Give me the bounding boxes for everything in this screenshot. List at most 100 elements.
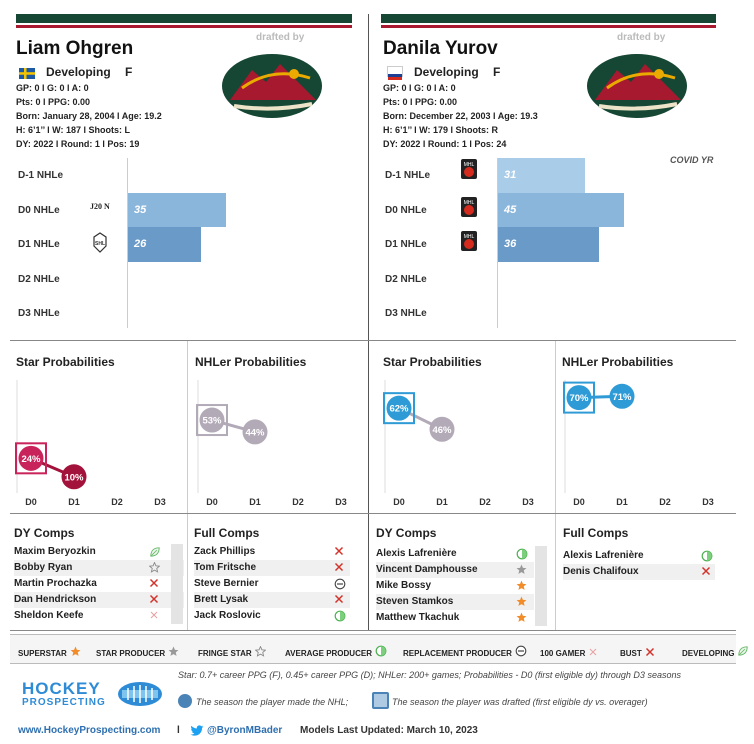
right-stats: GP: 0 l G: 0 l A: 0 Pts: 0 l PPG: 0.00 B…	[383, 81, 538, 151]
mhl-league-icon: MHL	[460, 158, 478, 185]
prob-point	[429, 416, 455, 442]
prob-point	[242, 419, 268, 445]
prob-point	[61, 464, 87, 490]
left-star-title: Star Probabilities	[16, 355, 115, 369]
j20-league-icon: J20 N	[90, 202, 110, 211]
prob-label: 62%	[389, 404, 409, 415]
comp-row: Zack Phillips	[194, 544, 350, 560]
developing-icon	[737, 644, 749, 662]
right-full-comps-title: Full Comps	[563, 526, 629, 540]
models-updated: Models Last Updated: March 10, 2023	[300, 725, 478, 736]
comp-name: Alexis Lafrenière	[376, 548, 457, 559]
legend-label: BUST	[620, 648, 642, 658]
superstar-icon	[516, 612, 527, 629]
bust-icon	[334, 594, 344, 610]
scrollbar[interactable]	[535, 546, 547, 626]
average-icon	[375, 644, 387, 662]
starproducer-icon	[516, 564, 527, 581]
rink-logo-icon	[116, 680, 164, 713]
fringe-icon	[148, 561, 161, 579]
comp-row: Denis Chalifoux	[563, 564, 715, 580]
nhle-row-label: D1 NHLe	[18, 239, 60, 250]
comp-name: Zack Phillips	[194, 546, 256, 557]
prob-label: 10%	[64, 472, 84, 483]
nhle-row-label: D3 NHLe	[385, 308, 427, 319]
right-drafted-by: drafted by	[617, 32, 666, 43]
comp-name: Martin Prochazka	[14, 578, 97, 589]
comp-name: Vincent Damphousse	[376, 564, 478, 575]
nhle-row-label: D2 NHLe	[385, 273, 427, 285]
average-icon	[334, 610, 346, 628]
prob-label: 46%	[432, 425, 452, 436]
comp-name: Dan Hendrickson	[14, 594, 97, 605]
right-dy-comps-title: DY Comps	[376, 526, 437, 540]
prob-axis-label: D2	[479, 497, 491, 507]
stat-line: GP: 0 l G: 0 l A: 0	[16, 83, 89, 93]
site-link[interactable]: www.HockeyProspecting.com	[18, 725, 161, 736]
brand-hockey: HOCKEY	[22, 679, 101, 698]
right-note: COVID YR	[670, 155, 714, 165]
bust-icon	[645, 644, 655, 662]
nhle-row-label: D0 NHLe	[18, 204, 60, 216]
drafted-box	[15, 442, 47, 475]
left-stats: GP: 0 l G: 0 l A: 0 Pts: 0 l PPG: 0.00 B…	[16, 81, 162, 151]
stat-line: DY: 2022 l Round: 1 l Pos: 24	[383, 139, 507, 149]
twitter-handle[interactable]: @ByronMBader	[207, 725, 283, 736]
mhl-mark-text: MHL	[464, 234, 475, 240]
comp-name: Jack Roslovic	[194, 610, 261, 621]
comp-row: Matthew Tkachuk	[376, 610, 534, 626]
wild-logo-icon	[220, 48, 325, 125]
left-nhler-title: NHLer Probabilities	[195, 355, 307, 369]
wild-logo-icon	[585, 48, 690, 125]
legend-item: STAR PRODUCER	[96, 644, 198, 662]
drafted-marker-icon	[372, 692, 389, 709]
comp-row: Brett Lysak	[194, 592, 350, 608]
comp-row: Jack Roslovic	[194, 608, 350, 624]
nhle-row-label: D0 NHLe	[385, 204, 427, 216]
left-position: F	[125, 65, 133, 79]
nhle-row-label: D1 NHLe	[385, 239, 427, 250]
prob-axis-label: D3	[522, 497, 534, 507]
prob-axis-label: D0	[393, 497, 405, 507]
comp-row: Alexis Lafrenière	[563, 548, 715, 564]
prob-axis-label: D2	[111, 497, 123, 507]
comp-row: Steven Stamkos	[376, 594, 534, 610]
right-full-comps: Alexis Lafrenière Denis Chalifoux	[563, 548, 715, 580]
footnote-3: The season the player was drafted (first…	[392, 697, 648, 707]
footnote-2: The season the player made the NHL;	[196, 697, 349, 707]
stat-line: H: 6’1’’ l W: 187 l Shoots: L	[16, 125, 131, 135]
left-status: Developing	[46, 65, 111, 79]
comp-row: Martin Prochazka	[14, 576, 184, 592]
bust-icon	[334, 562, 344, 578]
comp-row: Tom Fritsche	[194, 560, 350, 576]
legend-label: REPLACEMENT PRODUCER	[403, 648, 512, 658]
right-position: F	[493, 65, 501, 79]
average-icon	[701, 550, 713, 568]
shl-mark-text: SHL	[95, 241, 105, 247]
scrollbar[interactable]	[171, 544, 183, 624]
prob-axis-label: D2	[659, 497, 671, 507]
stat-line: H: 6’1’’ l W: 179 l Shoots: R	[383, 125, 499, 135]
mhl-league-icon: MHL	[460, 230, 478, 257]
brand-prospecting: PROSPECTING	[22, 697, 106, 708]
stat-line: Pts: 0 l PPG: 0.00	[16, 97, 91, 107]
left-player-name: Liam Ohgren	[16, 38, 134, 59]
comp-name: Alexis Lafrenière	[563, 550, 644, 561]
legend-item: SUPERSTAR	[18, 644, 96, 662]
comp-row: Alexis Lafrenière	[376, 546, 534, 562]
developing-icon	[149, 546, 161, 564]
prob-point	[199, 407, 225, 433]
bust-icon	[149, 578, 159, 594]
nhle-row-label: D2 NHLe	[18, 273, 60, 285]
prob-label: 71%	[612, 392, 632, 403]
legend-label: FRINGE STAR	[198, 648, 252, 658]
fringe-icon	[254, 644, 267, 662]
comp-name: Tom Fritsche	[194, 562, 257, 573]
legend-label: 100 GAMER	[540, 648, 586, 658]
legend: SUPERSTAR STAR PRODUCER FRINGE STAR AVERAGE…	[18, 644, 754, 662]
bust-icon	[149, 594, 159, 610]
prob-label: 70%	[569, 393, 589, 404]
prob-point	[566, 385, 592, 411]
legend-item: AVERAGE PRODUCER	[285, 644, 403, 662]
right-star-title: Star Probabilities	[383, 355, 482, 369]
